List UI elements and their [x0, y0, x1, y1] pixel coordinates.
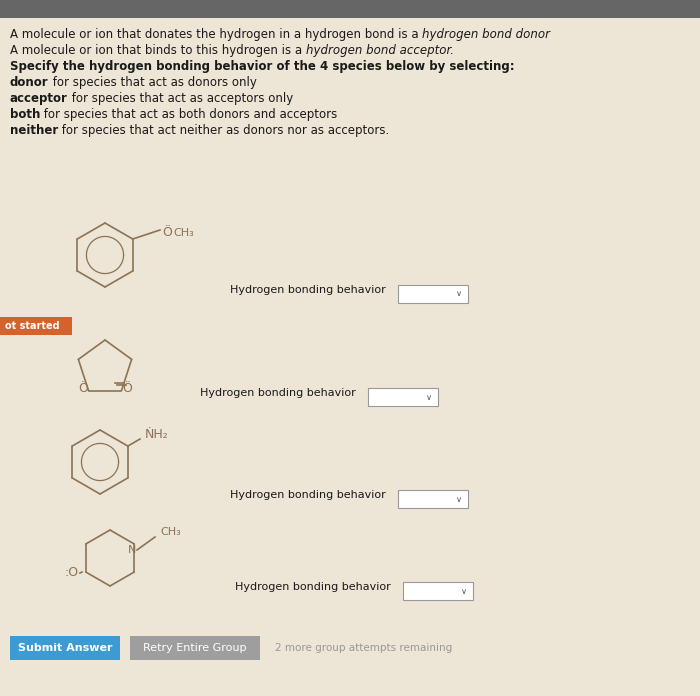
- Text: A molecule or ion that donates the hydrogen in a hydrogen bond is a: A molecule or ion that donates the hydro…: [10, 28, 422, 41]
- Text: CH₃: CH₃: [160, 527, 181, 537]
- Bar: [403, 582, 473, 600]
- Text: ∨: ∨: [426, 393, 432, 402]
- Text: :O: :O: [65, 567, 79, 580]
- Text: Specify the hydrogen bonding behavior of the 4 species below by selecting:: Specify the hydrogen bonding behavior of…: [10, 60, 514, 73]
- Text: for species that act as both donors and acceptors: for species that act as both donors and …: [41, 108, 337, 121]
- Text: acceptor: acceptor: [10, 92, 68, 105]
- Text: ∨: ∨: [456, 290, 462, 299]
- Bar: [0, 317, 72, 335]
- Text: Ö: Ö: [162, 226, 172, 239]
- Text: both: both: [10, 108, 41, 121]
- Text: N: N: [128, 545, 136, 555]
- Text: ∨: ∨: [461, 587, 467, 596]
- Text: for species that act as acceptors only: for species that act as acceptors only: [68, 92, 293, 105]
- Text: ∨: ∨: [456, 494, 462, 503]
- Text: for species that act as donors only: for species that act as donors only: [48, 76, 256, 89]
- Bar: [0, 0, 700, 18]
- Text: Hydrogen bonding behavior: Hydrogen bonding behavior: [235, 582, 391, 592]
- Text: neither: neither: [10, 124, 58, 137]
- Text: CH₃: CH₃: [173, 228, 194, 238]
- Bar: [10, 636, 120, 660]
- Text: ṄH₂: ṄH₂: [145, 427, 169, 441]
- Bar: [398, 285, 468, 303]
- Text: Submit Answer: Submit Answer: [18, 643, 112, 653]
- Text: hydrogen bond donor: hydrogen bond donor: [422, 28, 550, 41]
- Text: Hydrogen bonding behavior: Hydrogen bonding behavior: [200, 388, 356, 398]
- Text: 2 more group attempts remaining: 2 more group attempts remaining: [275, 643, 452, 653]
- Bar: [368, 388, 438, 406]
- Text: Hydrogen bonding behavior: Hydrogen bonding behavior: [230, 490, 386, 500]
- Text: for species that act neither as donors nor as acceptors.: for species that act neither as donors n…: [58, 124, 389, 137]
- Bar: [398, 490, 468, 508]
- Text: Ö: Ö: [78, 381, 88, 395]
- Text: hydrogen bond acceptor.: hydrogen bond acceptor.: [306, 44, 454, 57]
- Text: Hydrogen bonding behavior: Hydrogen bonding behavior: [230, 285, 386, 295]
- Text: A molecule or ion that binds to this hydrogen is a: A molecule or ion that binds to this hyd…: [10, 44, 306, 57]
- Text: donor: donor: [10, 76, 48, 89]
- Bar: [130, 636, 260, 660]
- Text: Ö: Ö: [122, 381, 132, 395]
- Text: ot started: ot started: [5, 321, 60, 331]
- Text: Retry Entire Group: Retry Entire Group: [144, 643, 246, 653]
